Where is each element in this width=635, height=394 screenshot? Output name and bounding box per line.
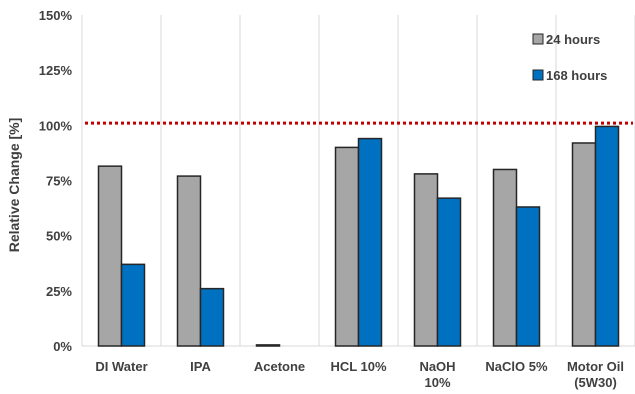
bar-24-hours-1 [178, 176, 201, 346]
x-category-label: Acetone [254, 359, 305, 374]
y-tick-label: 25% [46, 284, 72, 299]
x-axis-categories: DI Water IPA Acetone HCL 10% NaOH 10% NaClO 5%… [95, 359, 624, 390]
bar-24-hours-4 [415, 174, 438, 346]
legend-swatch [533, 34, 543, 44]
legend-label: 168 hours [546, 68, 607, 83]
bar-24-hours-6 [573, 143, 596, 346]
y-tick-label: 50% [46, 229, 72, 244]
x-category-label: Motor Oil (5W30) [567, 359, 624, 390]
legend-label: 24 hours [546, 32, 600, 47]
bar-168-hours-6 [596, 126, 619, 346]
x-category-label: IPA [190, 359, 211, 374]
legend-swatch [533, 70, 543, 80]
x-category-label: HCL 10% [330, 359, 387, 374]
bar-24-hours-3 [336, 147, 359, 346]
bars [99, 126, 619, 346]
bar-168-hours-1 [201, 289, 224, 346]
y-tick-label: 150% [39, 8, 73, 23]
x-category-label: NaClO 5% [485, 359, 548, 374]
bar-24-hours-0 [99, 166, 122, 346]
bar-168-hours-5 [517, 207, 540, 346]
bar-168-hours-4 [438, 198, 461, 346]
bar-168-hours-0 [122, 264, 145, 346]
y-tick-label: 100% [39, 118, 73, 133]
bar-168-hours-3 [359, 139, 382, 346]
legend: 24 hours 168 hours [533, 32, 607, 83]
x-category-label: NaOH 10% [419, 359, 455, 390]
y-tick-label: 0% [53, 339, 72, 354]
y-axis-ticks: 0% 25% 50% 75% 100% 125% 150% [39, 8, 73, 354]
y-tick-label: 125% [39, 63, 73, 78]
y-axis-label: Relative Change [%] [6, 118, 22, 253]
bar-24-hours-5 [494, 169, 517, 346]
y-tick-label: 75% [46, 174, 72, 189]
x-category-label: DI Water [95, 359, 147, 374]
bar-24-hours-2 [257, 345, 280, 346]
